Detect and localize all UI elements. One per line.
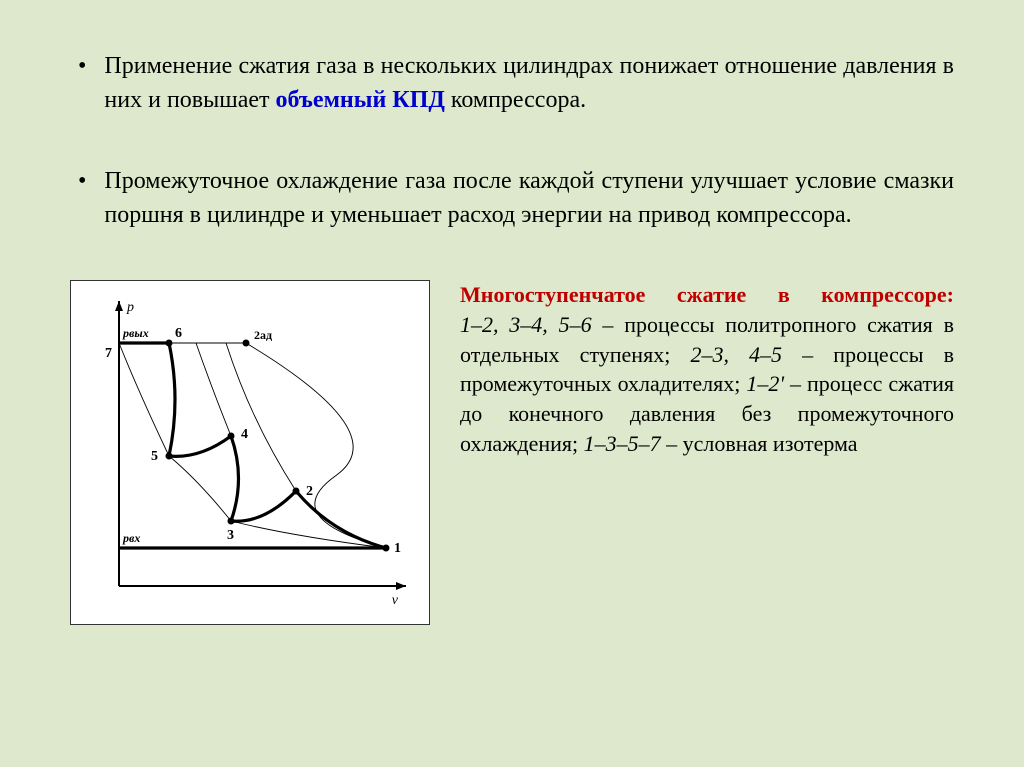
svg-text:v: v [392,593,399,608]
caption-seg: 1–3–5–7 [584,431,661,456]
caption-seg: 2–3, 4–5 [690,342,782,367]
bullet-post: компрессора. [445,87,586,113]
svg-text:4: 4 [241,427,248,442]
svg-text:pвх: pвх [122,531,140,545]
bullet-marker: • [78,165,86,232]
svg-text:7: 7 [105,346,112,361]
pv-diagram: p v pвых pвх 1 2 3 4 5 6 7 2ад [70,280,430,625]
svg-text:pвых: pвых [122,326,149,340]
caption-seg: 1–2, 3–4, 5–6 [460,312,592,337]
svg-text:1: 1 [394,541,401,556]
svg-text:p: p [126,300,134,315]
bullet-item: • Применение сжатия газа в нескольких ци… [70,50,954,117]
svg-text:3: 3 [227,528,234,543]
caption-seg: 1–2' [746,371,784,396]
bullet-emph: объемный КПД [276,87,445,113]
caption-txt: – условная изотерма [661,431,858,456]
bullet-text: Промежуточное охлаждение газа после кажд… [104,165,954,232]
bullet-item: • Промежуточное охлаждение газа после ка… [70,165,954,232]
bullet-pre: Промежуточное охлаждение газа после кажд… [104,168,954,228]
bullet-marker: • [78,50,86,117]
caption-title: Многоступенчатое сжатие в компрессоре: [460,282,954,307]
svg-text:6: 6 [175,326,182,341]
lower-row: p v pвых pвх 1 2 3 4 5 6 7 2ад Многоступенчатое сжа… [70,280,954,625]
caption: Многоступенчатое сжатие в компрессоре: 1… [460,280,954,625]
svg-text:2: 2 [306,484,313,499]
svg-text:2ад: 2ад [254,328,272,342]
svg-text:5: 5 [151,449,158,464]
bullet-text: Применение сжатия газа в нескольких цили… [104,50,954,117]
